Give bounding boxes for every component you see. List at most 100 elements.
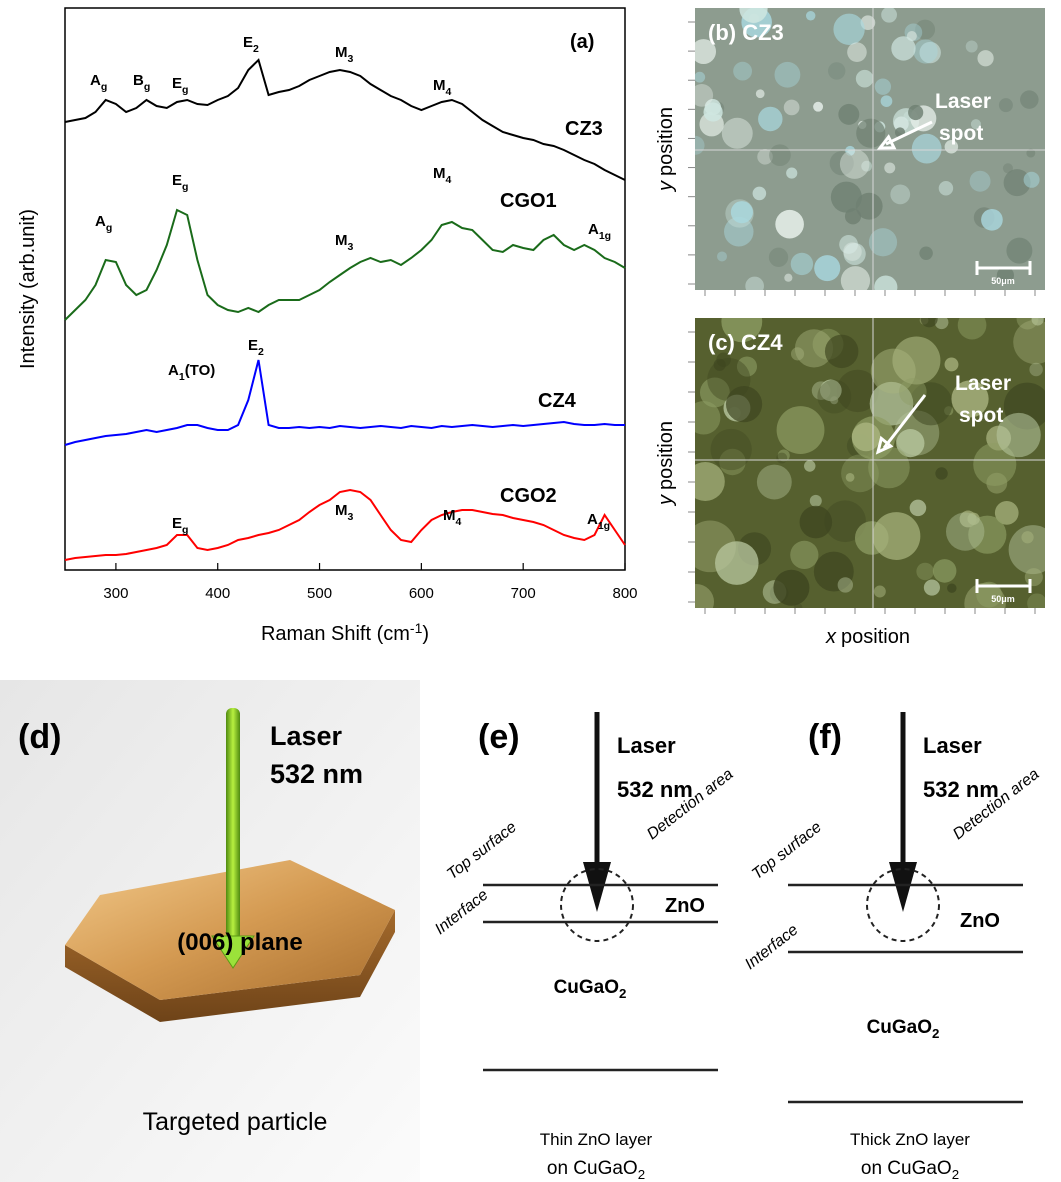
panel-label: (f) [808, 718, 842, 756]
peak-label-part: 2 [258, 346, 264, 358]
particle [722, 118, 753, 149]
particle [843, 242, 862, 261]
surface-label: Top surface [749, 819, 825, 884]
particle [939, 181, 953, 195]
peak-label-part: 1g [598, 520, 610, 532]
peak-label-part: 3 [348, 241, 354, 253]
laser-head [583, 862, 611, 912]
y-axis-label-part: y [655, 180, 677, 193]
particle [881, 95, 893, 107]
peak-label-part: g [182, 84, 188, 96]
particle [753, 187, 767, 201]
particle [999, 98, 1013, 112]
x-tick-label: 400 [205, 585, 230, 602]
particle [856, 119, 885, 148]
substrate-label: CuGaO2 [867, 1017, 940, 1041]
peak-label: E2 [243, 34, 259, 55]
particle [977, 50, 993, 66]
particle [775, 62, 801, 88]
peak-label: M3 [335, 232, 354, 253]
particle [726, 386, 762, 422]
peak-label-part: A [90, 72, 101, 89]
particle [919, 246, 933, 260]
particle [945, 358, 959, 372]
particle [733, 62, 752, 81]
peak-label: M4 [433, 77, 452, 98]
layer-label: ZnO [665, 895, 705, 917]
interface-label: Interface [742, 921, 802, 973]
substrate-label-part: 2 [932, 1026, 939, 1041]
peak-label-part: g [106, 222, 112, 234]
particle [921, 310, 938, 327]
panel-label: (e) [478, 718, 520, 756]
laser-beam [226, 708, 240, 940]
peak-label-part: E [172, 75, 182, 92]
particle [784, 100, 800, 116]
x-axis-label-part: position [841, 626, 910, 648]
particle [791, 253, 813, 275]
particle [717, 251, 727, 261]
peak-label-part: E [172, 172, 182, 189]
particle [731, 201, 753, 223]
laser-label: Laser [923, 733, 982, 758]
peak-label: M3 [335, 502, 354, 523]
particle [1013, 320, 1057, 364]
particle [810, 495, 822, 507]
particle [806, 11, 815, 20]
caption-part: on CuGaO [547, 1158, 638, 1179]
laser-label: Laser [270, 721, 343, 751]
particle [710, 429, 751, 470]
peak-label-part: A [168, 362, 179, 379]
substrate-label-part: 2 [619, 986, 626, 1001]
particle [881, 7, 897, 23]
peak-label-part: A [587, 511, 598, 528]
peak-label-part: E [243, 34, 253, 51]
x-axis-label: Raman Shift (cm-1) [261, 620, 429, 645]
peak-label-part: 3 [348, 53, 354, 65]
peak-label-part: 1g [599, 230, 611, 242]
particle [1020, 90, 1039, 109]
y-axis-label-part: y [655, 494, 677, 507]
particle [891, 36, 915, 60]
particle [1029, 363, 1042, 376]
y-axis-label-part: position [655, 421, 677, 490]
particle [840, 149, 870, 179]
laser-label: 532 nm [923, 777, 999, 802]
micrograph-label: (b) CZ3 [708, 20, 784, 45]
particle [935, 467, 947, 479]
peak-label-part: A [95, 213, 106, 230]
caption: on CuGaO2 [547, 1158, 645, 1182]
particle [757, 465, 792, 500]
peak-label-part: 4 [446, 174, 452, 186]
plane-label: (006) plane [177, 929, 302, 956]
caption: on CuGaO2 [861, 1158, 959, 1182]
peak-label: A1g [587, 511, 610, 532]
peak-label-part: M [433, 165, 446, 182]
particle [908, 105, 923, 120]
y-axis-label: yposition [655, 107, 677, 193]
particle [831, 182, 862, 213]
particle [769, 144, 791, 166]
peak-label-part: 2 [253, 43, 259, 55]
particle [814, 255, 840, 281]
particle [958, 311, 987, 340]
particle [874, 586, 886, 598]
laser-head [889, 862, 917, 912]
laser-label: 532 nm [617, 777, 693, 802]
x-tick-label: 600 [409, 585, 434, 602]
layer-label: ZnO [960, 910, 1000, 932]
particle [686, 462, 725, 501]
particle [828, 62, 845, 79]
particle [800, 506, 833, 539]
particle [1006, 238, 1032, 264]
y-axis-label: Intensity (arb.unit) [17, 209, 39, 369]
caption: Targeted particle [143, 1108, 328, 1136]
peak-label-part: g [182, 181, 188, 193]
peak-label-part: E [172, 515, 182, 532]
series-label: CZ4 [538, 390, 577, 412]
peak-label-part: M [433, 77, 446, 94]
caption-part: 2 [638, 1167, 645, 1182]
particle [910, 500, 927, 517]
particle [825, 335, 858, 368]
panel-label: (a) [570, 31, 594, 53]
